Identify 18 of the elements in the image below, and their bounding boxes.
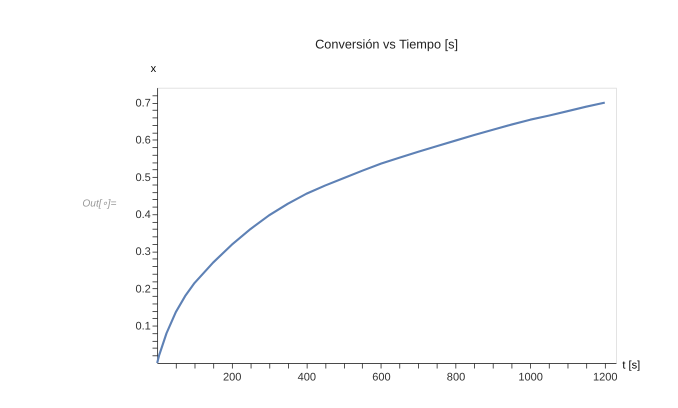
y-tick-label: 0.2	[135, 283, 151, 296]
text: Out[∘]=	[82, 198, 116, 210]
y-tick-label: 0.5	[135, 172, 151, 184]
y-axis-title: x	[150, 63, 157, 76]
y-tick-label: 0.6	[135, 134, 151, 147]
line-series	[156, 102, 606, 364]
y-tick-label: 0.4	[135, 209, 151, 222]
x-tick-label: 800	[446, 371, 466, 384]
x-tick-label: 600	[372, 371, 391, 384]
x-tick-label: 1000	[518, 371, 543, 384]
x-axis-title: t [s]	[622, 360, 640, 372]
chart-title: Conversión vs Tiempo [s]	[315, 36, 458, 52]
x-tick-label: 400	[298, 371, 316, 384]
y-tick-label: 0.3	[135, 246, 151, 258]
x-tick-label: 1200	[592, 371, 618, 384]
x-tick-label: 200	[223, 371, 242, 384]
y-tick-label: 0.1	[135, 320, 151, 333]
y-tick-label: 0.7	[135, 97, 151, 110]
